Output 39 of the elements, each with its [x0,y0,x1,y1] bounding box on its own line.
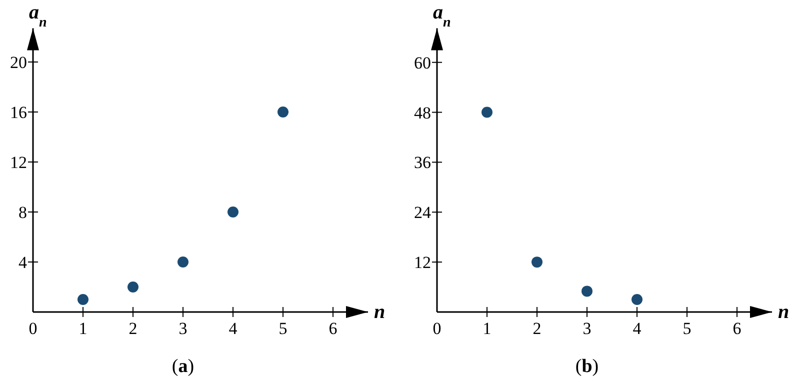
x-tick-label: 3 [582,319,592,338]
text: (b) [575,356,599,377]
y-tick-label: 20 [10,53,27,72]
y-tick-label: 12 [10,153,27,172]
text: (a) [172,356,194,377]
x-tick-label: 2 [532,319,542,338]
x-tick-label: 3 [178,319,188,338]
point [482,106,492,118]
y-axis-title: a$_{n}$ [433,1,451,30]
x-tick-label: 0 [432,319,442,338]
point [178,256,188,268]
x-tick-label: 4 [228,319,238,338]
y-tick-label: 24 [414,203,432,222]
point [582,286,592,297]
x-tick-label: 6 [328,319,338,338]
x-tick-label: 2 [128,319,138,338]
point [532,256,542,268]
point [78,294,88,305]
y-axis-title: a$_{n}$ [29,1,47,30]
x-tick-label: 1 [78,319,88,338]
x-tick-label: 5 [682,319,692,338]
y-tick-label: 16 [10,103,27,122]
y-tick-label: 60 [414,53,431,72]
x-tick-label: 1 [482,319,492,338]
point [278,106,288,118]
y-tick-label: 48 [414,103,431,122]
point [128,282,138,292]
y-tick-label: 8 [18,203,27,222]
x-tick-label: 5 [278,319,288,338]
x-tick-label: 0 [28,319,38,338]
x-axis-title: n [778,301,790,323]
y-tick-label: 4 [18,253,28,272]
y-tick-label: 36 [414,153,431,172]
point [228,206,238,218]
x-tick-label: 4 [632,319,642,338]
x-tick-label: 6 [732,319,742,338]
x-axis-title: n [374,301,386,323]
point [632,294,642,306]
y-tick-label: 12 [414,253,431,272]
